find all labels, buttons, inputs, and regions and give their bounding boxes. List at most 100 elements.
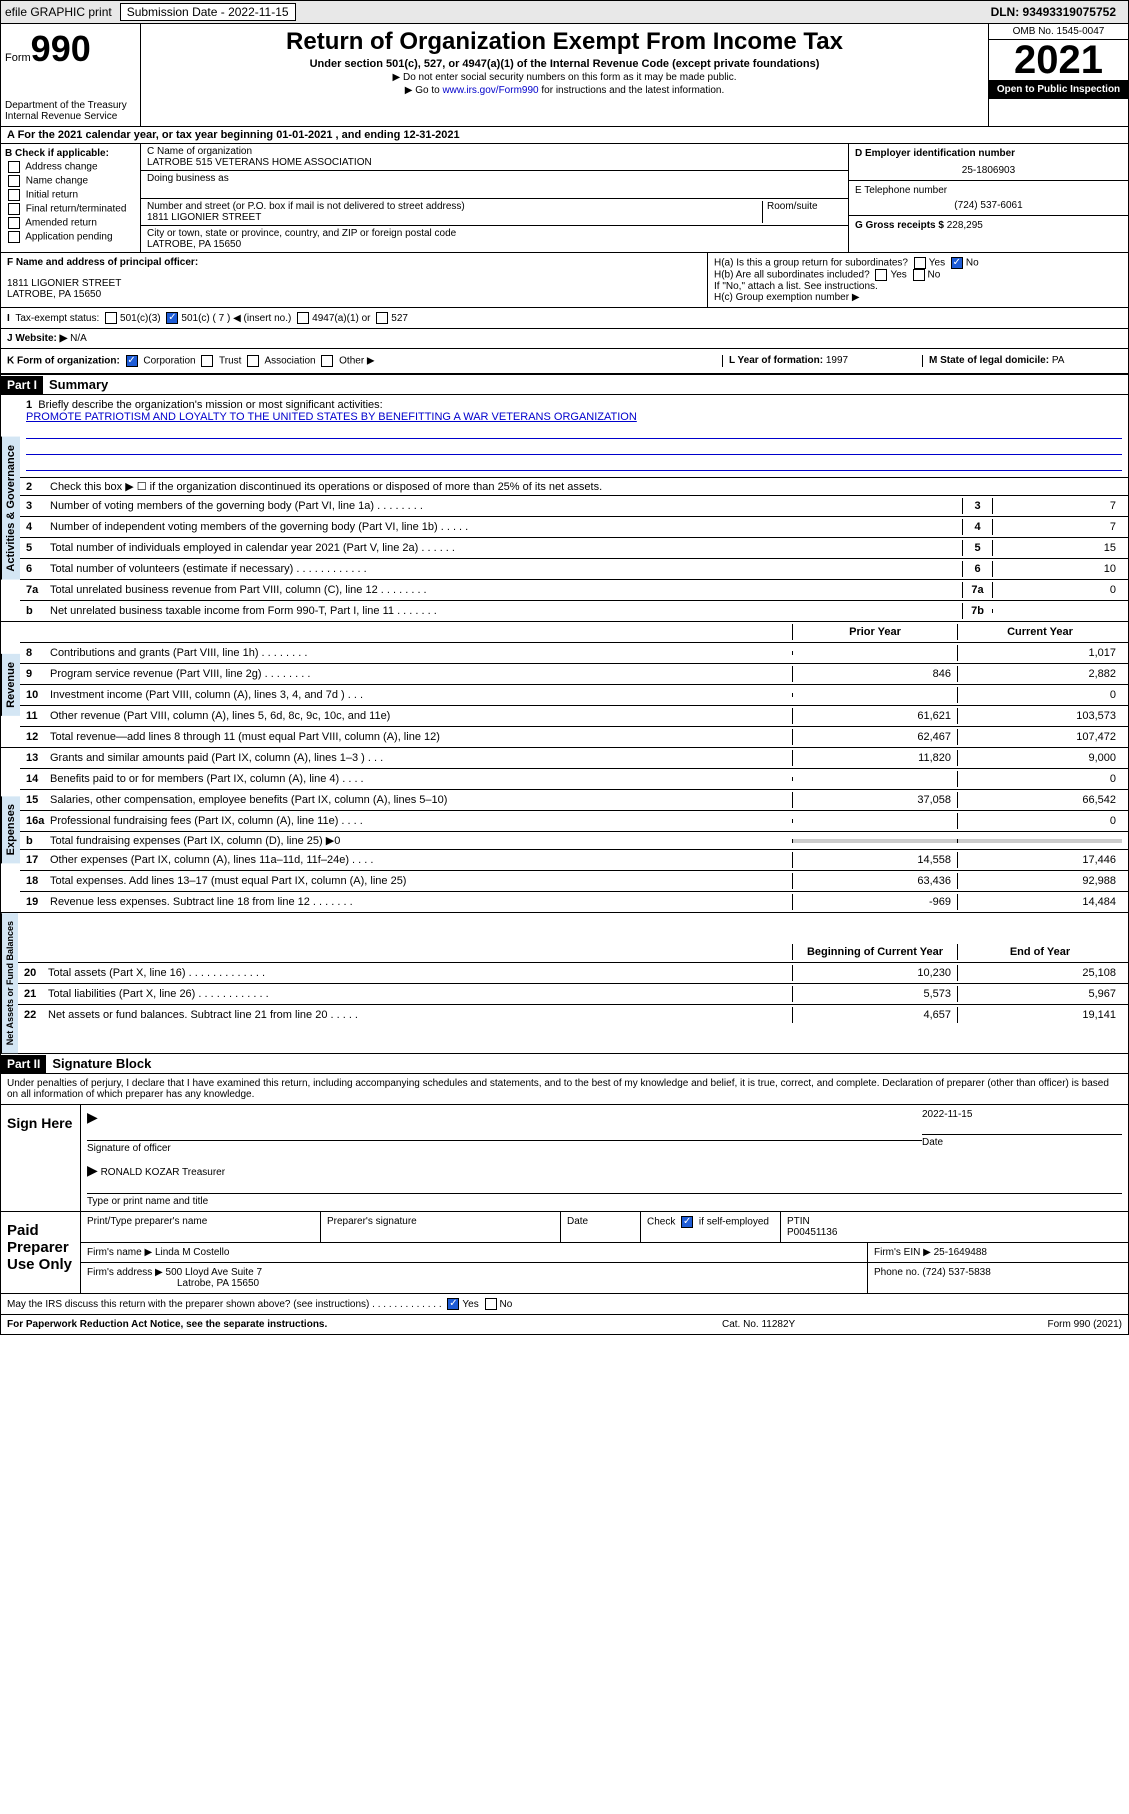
open-public-badge: Open to Public Inspection	[989, 80, 1128, 99]
year-formation: 1997	[826, 355, 848, 366]
arrow-icon: ▶	[87, 1109, 98, 1125]
summary-line: bNet unrelated business taxable income f…	[20, 601, 1128, 621]
form-header: Form990 Department of the Treasury Inter…	[0, 24, 1129, 127]
summary-line: 4Number of independent voting members of…	[20, 517, 1128, 538]
note1: ▶ Do not enter social security numbers o…	[145, 72, 984, 83]
firm-ein: 25-1649488	[934, 1247, 987, 1258]
ptin: P00451136	[787, 1227, 837, 1238]
vert-revenue: Revenue	[1, 654, 20, 716]
summary-line: 8Contributions and grants (Part VIII, li…	[20, 643, 1128, 664]
irs-label: Internal Revenue Service	[5, 111, 136, 122]
irs-link[interactable]: www.irs.gov/Form990	[442, 85, 538, 96]
other-checkbox[interactable]	[321, 355, 333, 367]
ha-no-checkbox[interactable]	[951, 257, 963, 269]
check-applicable: B Check if applicable: Address change Na…	[1, 144, 141, 252]
paid-prep-label: Paid Preparer Use Only	[1, 1212, 81, 1293]
gross-label: G Gross receipts $	[855, 220, 944, 231]
summary-line: 21Total liabilities (Part X, line 26) . …	[18, 984, 1128, 1005]
submission-date: Submission Date - 2022-11-15	[120, 3, 296, 21]
prep-name-label: Print/Type preparer's name	[81, 1212, 321, 1242]
org-name-label: C Name of organization	[147, 146, 842, 157]
efile-label[interactable]: efile GRAPHIC print	[5, 5, 112, 19]
officer-city: LATROBE, PA 15650	[7, 289, 701, 300]
self-emp-checkbox[interactable]	[681, 1216, 693, 1228]
topbar: efile GRAPHIC print Submission Date - 20…	[0, 0, 1129, 24]
summary-line: 3Number of voting members of the governi…	[20, 496, 1128, 517]
ha-label: H(a) Is this a group return for subordin…	[714, 258, 908, 269]
hb-yes-checkbox[interactable]	[875, 269, 887, 281]
summary-line: 20Total assets (Part X, line 16) . . . .…	[18, 963, 1128, 984]
amended-checkbox[interactable]	[8, 217, 20, 229]
vert-net: Net Assets or Fund Balances	[1, 913, 18, 1053]
firm-name: Linda M Costello	[155, 1247, 229, 1258]
info-right: D Employer identification number 25-1806…	[848, 144, 1128, 252]
governance-section: Activities & Governance 1 Briefly descri…	[0, 395, 1129, 622]
c3-checkbox[interactable]	[105, 312, 117, 324]
firm-addr: 500 Lloyd Ave Suite 7	[166, 1267, 263, 1278]
note2-post: for instructions and the latest informat…	[539, 85, 725, 96]
sign-here-label: Sign Here	[1, 1105, 81, 1211]
hb-no-checkbox[interactable]	[913, 269, 925, 281]
summary-line: 11Other revenue (Part VIII, column (A), …	[20, 706, 1128, 727]
line2-text: Check this box ▶ ☐ if the organization d…	[50, 480, 1122, 493]
initial-checkbox[interactable]	[8, 189, 20, 201]
org-name: LATROBE 515 VETERANS HOME ASSOCIATION	[147, 157, 842, 168]
summary-line: 7aTotal unrelated business revenue from …	[20, 580, 1128, 601]
officer-street: 1811 LIGONIER STREET	[7, 278, 701, 289]
prep-phone: (724) 537-5838	[922, 1267, 990, 1278]
a1-checkbox[interactable]	[297, 312, 309, 324]
trust-checkbox[interactable]	[201, 355, 213, 367]
dln: DLN: 93493319075752	[991, 5, 1116, 19]
form-label: Form	[5, 52, 31, 64]
vert-governance: Activities & Governance	[1, 437, 20, 580]
info-mid: C Name of organization LATROBE 515 VETER…	[141, 144, 848, 252]
summary-line: 16aProfessional fundraising fees (Part I…	[20, 811, 1128, 832]
line1-label: Briefly describe the organization's miss…	[38, 399, 382, 411]
address-checkbox[interactable]	[8, 161, 20, 173]
final-checkbox[interactable]	[8, 203, 20, 215]
status-row: I Tax-exempt status: 501(c)(3) 501(c) ( …	[0, 308, 1129, 329]
vert-expenses: Expenses	[1, 796, 20, 863]
summary-line: 14Benefits paid to or for members (Part …	[20, 769, 1128, 790]
part1-header: Part I	[1, 376, 43, 394]
part2-title: Signature Block	[46, 1054, 157, 1073]
summary-line: 19Revenue less expenses. Subtract line 1…	[20, 892, 1128, 912]
form-title: Return of Organization Exempt From Incom…	[145, 28, 984, 56]
name-checkbox[interactable]	[8, 175, 20, 187]
corp-checkbox[interactable]	[126, 355, 138, 367]
summary-line: 13Grants and similar amounts paid (Part …	[20, 748, 1128, 769]
ha-yes-checkbox[interactable]	[914, 257, 926, 269]
may-irs-no-checkbox[interactable]	[485, 1298, 497, 1310]
paperwork-notice: For Paperwork Reduction Act Notice, see …	[7, 1319, 722, 1330]
signature-section: Under penalties of perjury, I declare th…	[0, 1074, 1129, 1294]
website-value: N/A	[70, 333, 87, 344]
hc-label: H(c) Group exemption number ▶	[714, 292, 1122, 303]
period-row: A For the 2021 calendar year, or tax yea…	[0, 127, 1129, 144]
summary-line: bTotal fundraising expenses (Part IX, co…	[20, 832, 1128, 850]
summary-line: 17Other expenses (Part IX, column (A), l…	[20, 850, 1128, 871]
officer-label: F Name and address of principal officer:	[7, 257, 701, 268]
check-heading: B Check if applicable:	[5, 148, 136, 159]
year-formation-label: L Year of formation:	[729, 355, 823, 366]
officer-name: RONALD KOZAR Treasurer	[101, 1167, 225, 1178]
c-checkbox[interactable]	[166, 312, 178, 324]
may-irs-text: May the IRS discuss this return with the…	[7, 1299, 442, 1310]
prior-year-header: Prior Year	[792, 624, 957, 640]
hb-label: H(b) Are all subordinates included?	[714, 270, 870, 281]
website-label: J Website: ▶	[7, 333, 67, 344]
form-number: 990	[31, 28, 91, 69]
type-name-label: Type or print name and title	[87, 1196, 208, 1207]
domicile: PA	[1052, 355, 1065, 366]
header-center: Return of Organization Exempt From Incom…	[141, 24, 988, 126]
dept-label: Department of the Treasury	[5, 100, 136, 111]
summary-line: 10Investment income (Part VIII, column (…	[20, 685, 1128, 706]
info-grid: B Check if applicable: Address change Na…	[0, 144, 1129, 253]
assoc-checkbox[interactable]	[247, 355, 259, 367]
officer-row: F Name and address of principal officer:…	[0, 253, 1129, 308]
may-irs-yes-checkbox[interactable]	[447, 1298, 459, 1310]
expenses-section: Expenses 13Grants and similar amounts pa…	[0, 748, 1129, 913]
may-irs-row: May the IRS discuss this return with the…	[0, 1294, 1129, 1315]
527-checkbox[interactable]	[376, 312, 388, 324]
application-checkbox[interactable]	[8, 231, 20, 243]
header-left: Form990 Department of the Treasury Inter…	[1, 24, 141, 126]
